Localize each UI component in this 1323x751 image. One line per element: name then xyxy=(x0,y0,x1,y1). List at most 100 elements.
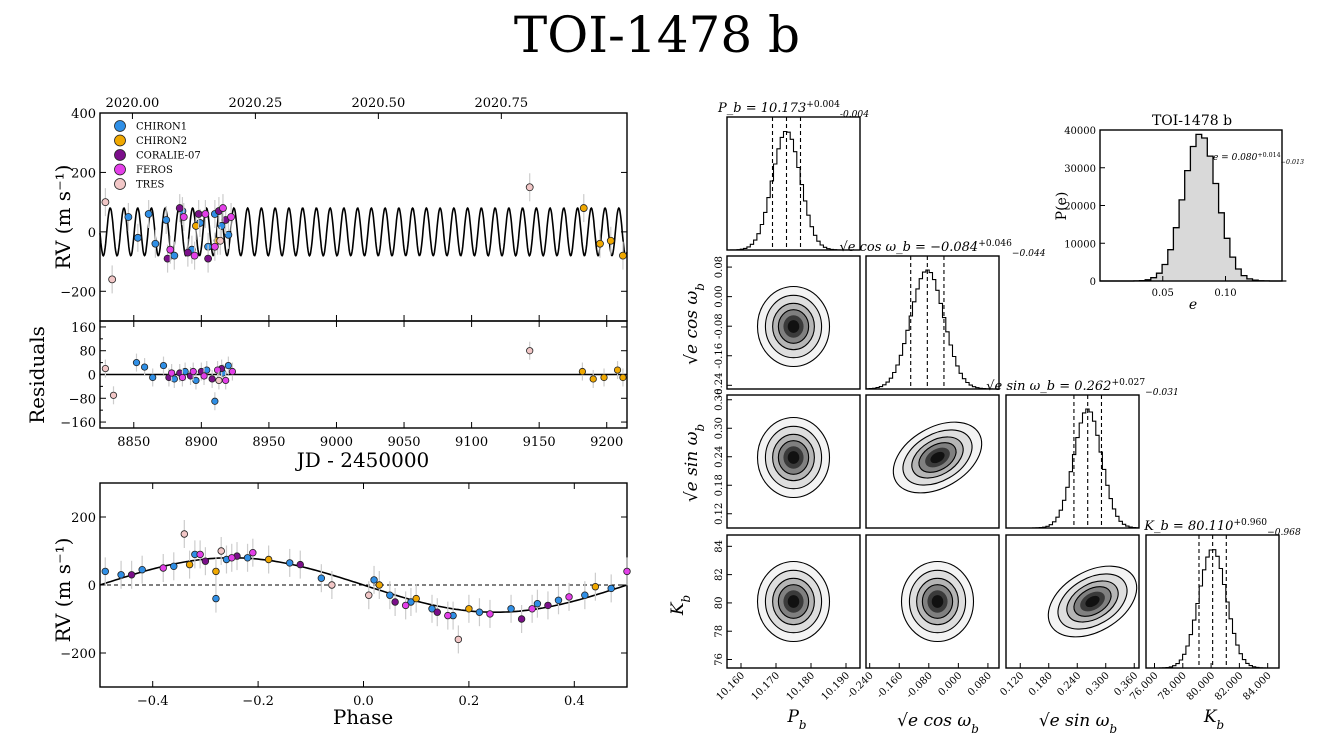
x-tick-label: −0.4 xyxy=(137,694,169,709)
legend-label: FEROS xyxy=(136,165,173,176)
y-axis-label: RV (m s⁻¹) xyxy=(51,538,75,643)
legend-marker xyxy=(114,134,126,147)
data-point xyxy=(526,347,534,355)
y-axis-label: P(e) xyxy=(1054,192,1070,221)
corner-diag-axes xyxy=(1005,394,1140,529)
x-axis-label: Phase xyxy=(333,705,393,729)
x-tick-label: 0.080 xyxy=(966,670,994,698)
data-point xyxy=(219,204,227,212)
legend-marker xyxy=(114,149,126,161)
y-tick-label: −200 xyxy=(60,285,96,300)
corner-title: K_b = 80.110+0.960−0.968 xyxy=(1143,518,1301,538)
corner-hist xyxy=(865,269,999,390)
legend-marker xyxy=(114,163,126,176)
data-point xyxy=(179,213,188,221)
data-point xyxy=(217,547,225,555)
data-point xyxy=(201,210,210,218)
y-tick-label: 0 xyxy=(1090,277,1096,288)
x-tick-label: 0.000 xyxy=(936,670,964,698)
data-point xyxy=(159,361,168,370)
y-axis-label: Residuals xyxy=(25,326,49,424)
y-tick-label: 30000 xyxy=(1064,164,1096,175)
y-tick-label: 76 xyxy=(714,653,725,666)
contour-group xyxy=(756,285,831,368)
legend-label: CORALIE-07 xyxy=(136,151,201,162)
data-point xyxy=(454,635,463,644)
data-point xyxy=(365,591,373,599)
data-point xyxy=(579,204,588,212)
y-tick-label: 10000 xyxy=(1064,239,1096,250)
y-tick-label: 0.00 xyxy=(714,286,725,308)
corner-title: P_b = 10.173+0.004-0.004 xyxy=(717,100,869,120)
y-tick-label: 0.18 xyxy=(714,474,725,496)
y-tick-label: 0 xyxy=(88,369,96,384)
data-point xyxy=(101,364,110,373)
legend-marker xyxy=(114,120,126,132)
corner-title: √e cos ω_b = −0.084+0.046−0.044 xyxy=(839,239,1045,259)
data-point xyxy=(554,596,563,604)
ecc-hist-fill xyxy=(1100,134,1287,281)
data-point xyxy=(224,230,233,239)
data-point xyxy=(596,239,604,248)
data-point xyxy=(428,605,436,613)
data-point xyxy=(208,375,216,383)
legend-label: CHIRON1 xyxy=(136,122,187,133)
data-point xyxy=(175,204,184,212)
data-point xyxy=(180,530,189,538)
x-tick-label: -0.160 xyxy=(875,670,905,700)
y-tick-label: 82 xyxy=(714,568,725,581)
x-tick-label: 0.10 xyxy=(1214,288,1236,299)
data-point xyxy=(117,571,125,579)
data-point xyxy=(317,574,326,582)
y-tick-label: −160 xyxy=(60,416,96,431)
x-tick-label: 10.160 xyxy=(715,670,748,703)
corner-ylabel: √e cos ωb xyxy=(682,283,707,365)
data-point xyxy=(228,367,237,376)
data-point xyxy=(243,554,252,562)
corner-xlabel: Pb xyxy=(786,707,806,732)
data-point xyxy=(296,560,304,569)
legend-label: CHIRON2 xyxy=(136,136,187,147)
data-point xyxy=(444,611,452,620)
y-tick-label: 40000 xyxy=(1064,126,1096,137)
data-point xyxy=(591,583,600,591)
x-tick-label: 0.2 xyxy=(459,694,480,709)
data-point xyxy=(166,245,175,254)
data-point xyxy=(623,567,631,576)
y-tick-label: 400 xyxy=(71,107,96,122)
data-point xyxy=(196,550,204,559)
y-tick-label: −80 xyxy=(69,392,96,407)
data-point xyxy=(212,594,220,603)
x-tick-label: 10.190 xyxy=(820,670,853,703)
rv-model-curve xyxy=(99,206,628,258)
data-point xyxy=(606,236,615,245)
data-point xyxy=(192,222,200,230)
y-tick-label: 0.36 xyxy=(714,389,725,411)
corner-2d-axes xyxy=(865,534,1000,669)
corner-title: √e sin ω_b = 0.262+0.027−0.031 xyxy=(986,378,1179,398)
data-point xyxy=(525,183,534,192)
x-tick-label: 9200 xyxy=(590,435,623,450)
y-tick-label: 0.24 xyxy=(714,446,725,468)
contour-group xyxy=(900,560,975,643)
data-point xyxy=(433,608,441,616)
legend-label: TRES xyxy=(136,180,164,191)
data-point xyxy=(544,601,552,610)
contour-group xyxy=(1047,565,1138,638)
corner-xlabel: Kb xyxy=(1203,707,1224,732)
x-tick-label: 80.000 xyxy=(1185,670,1218,703)
data-point xyxy=(185,560,194,569)
data-point xyxy=(201,557,210,565)
data-point xyxy=(486,610,494,618)
data-point xyxy=(204,254,213,263)
x-tick-label: 0.120 xyxy=(998,670,1026,698)
data-point xyxy=(475,608,484,616)
data-point xyxy=(132,359,141,367)
corner-hist xyxy=(727,130,860,251)
x-tick-label: 8950 xyxy=(252,435,285,450)
corner-xlabel: √e cos ωb xyxy=(897,711,979,736)
data-point xyxy=(215,376,223,385)
data-point xyxy=(212,567,220,576)
data-point xyxy=(170,562,178,570)
data-point xyxy=(328,581,336,589)
